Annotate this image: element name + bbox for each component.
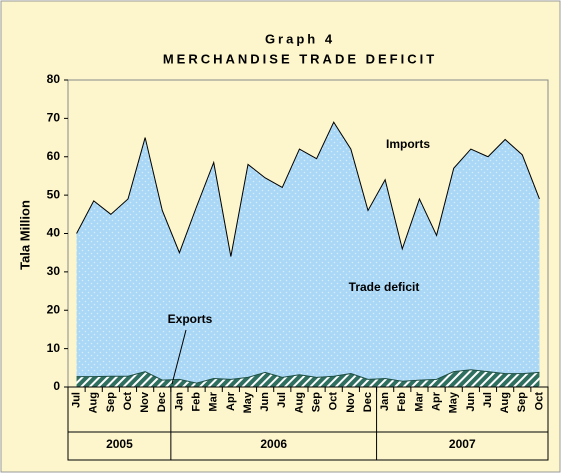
x-tick-label: Sep [516, 392, 528, 412]
group-label: 2006 [260, 437, 287, 451]
y-tick-label: 20 [47, 302, 61, 316]
x-tick-label: Jan [173, 392, 185, 411]
y-tick-label: 0 [53, 379, 60, 393]
x-tick-label: Apr [430, 391, 442, 411]
x-tick-label: Jul [276, 392, 288, 408]
x-tick-label: Oct [122, 392, 134, 411]
y-tick-label: 80 [47, 72, 61, 86]
x-tick-label: Sep [105, 392, 117, 412]
x-tick-label: Feb [396, 392, 408, 412]
x-tick-label: Sep [310, 392, 322, 412]
x-tick-label: May [242, 391, 254, 413]
group-label: 2007 [449, 437, 476, 451]
x-tick-label: Jun [465, 392, 477, 412]
x-tick-label: Nov [345, 391, 357, 413]
x-tick-label: Aug [88, 392, 100, 413]
x-tick-label: Apr [225, 391, 237, 411]
y-tick-label: 70 [47, 111, 61, 125]
x-tick-label: Feb [190, 392, 202, 412]
x-tick-label: Jan [379, 392, 391, 411]
group-label: 2005 [106, 437, 133, 451]
chart-title: Graph 4 [265, 31, 335, 46]
y-tick-label: 60 [47, 149, 61, 163]
annotation-arrow [171, 329, 187, 385]
annotation: Exports [168, 312, 213, 326]
x-tick-label: Aug [293, 392, 305, 413]
area-line [76, 369, 540, 384]
y-axis-label: Tala Million [17, 200, 32, 270]
y-tick-label: 50 [47, 187, 61, 201]
x-tick-label: May [448, 391, 460, 413]
x-tick-label: Jun [259, 392, 271, 412]
area-line [76, 121, 540, 257]
chart-subtitle: MERCHANDISE TRADE DEFICIT [163, 51, 437, 66]
annotation: Trade deficit [349, 280, 420, 294]
x-tick-label: Oct [328, 392, 340, 411]
x-tick-label: Jul [70, 392, 82, 408]
y-tick-label: 40 [47, 226, 61, 240]
x-tick-label: Dec [156, 392, 168, 412]
annotation: Imports [386, 137, 430, 151]
x-tick-label: Mar [413, 391, 425, 411]
y-tick-label: 30 [47, 264, 61, 278]
x-tick-label: Dec [362, 392, 374, 412]
x-tick-label: Oct [533, 392, 545, 411]
x-tick-label: Nov [139, 391, 151, 413]
x-tick-label: Mar [208, 391, 220, 411]
x-tick-label: Aug [499, 392, 511, 413]
area [76, 122, 540, 388]
x-tick-label: Jul [482, 392, 494, 408]
y-tick-label: 10 [47, 341, 61, 355]
